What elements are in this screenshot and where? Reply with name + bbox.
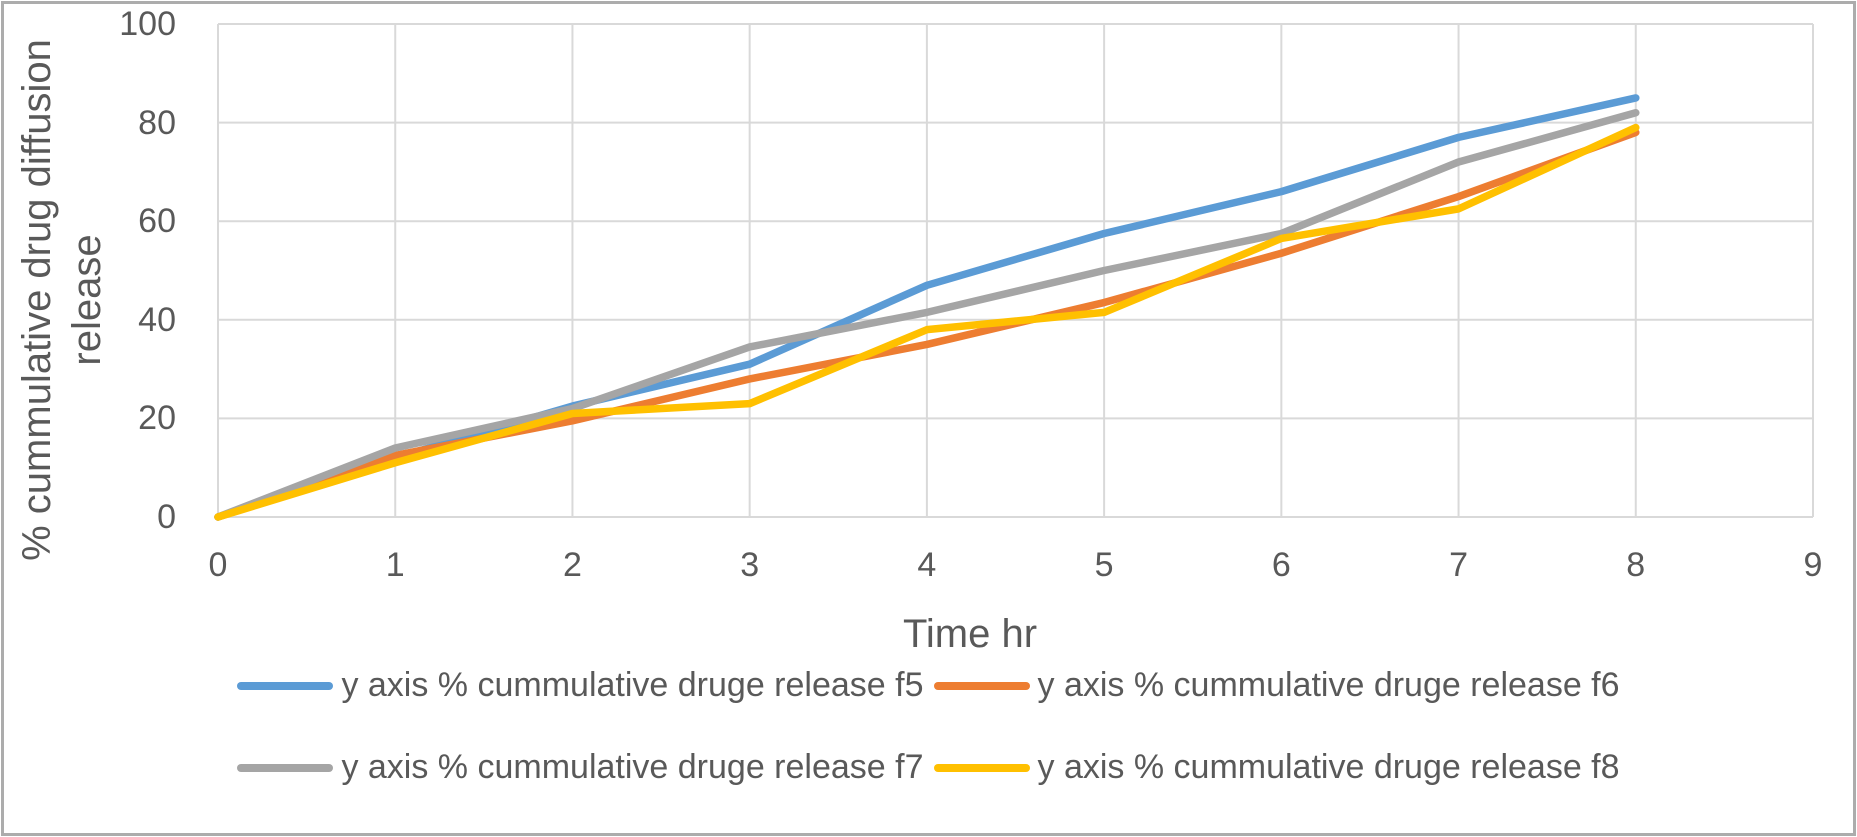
x-tick-label: 6 (1271, 546, 1291, 584)
legend-line-swatch-icon (933, 681, 1030, 690)
x-tick-label: 5 (1094, 546, 1114, 584)
legend-line-swatch-icon (933, 763, 1030, 772)
series-line-4 (214, 123, 1640, 521)
y-tick-label: 0 (157, 498, 176, 536)
x-tick-label: 3 (740, 546, 760, 584)
y-axis-title-line-2: release (65, 234, 109, 366)
y-tick-label: 80 (138, 103, 176, 142)
x-tick-label: 2 (562, 546, 582, 584)
legend-label: y axis % cummulative druge release f6 (1037, 666, 1620, 704)
legend-item-f7: y axis % cummulative druge release f7 (237, 748, 924, 787)
x-tick-label: 1 (385, 546, 405, 584)
x-tick-label: 9 (1803, 546, 1823, 584)
y-tick-label: 100 (119, 5, 176, 43)
legend-label: y axis % cummulative druge release f7 (341, 748, 924, 786)
y-axis-title-line-1: % cummulative drug diffusion (15, 39, 59, 561)
legend-item-f5: y axis % cummulative druge release f5 (237, 666, 924, 705)
legend-label: y axis % cummulative druge release f8 (1037, 748, 1620, 786)
x-tick-label: 0 (208, 546, 228, 584)
x-axis-title: Time hr (902, 612, 1038, 656)
legend-label: y axis % cummulative druge release f5 (341, 666, 924, 704)
y-tick-label: 40 (138, 300, 176, 339)
legend-row-2: y axis % cummulative druge release f7 y a… (0, 748, 1857, 787)
y-tick-label: 20 (138, 399, 176, 438)
y-tick-label: 60 (138, 202, 176, 241)
legend-item-f8: y axis % cummulative druge release f8 (933, 748, 1620, 787)
x-tick-label: 7 (1449, 546, 1469, 584)
series-line-3 (214, 108, 1640, 521)
legend-row-1: y axis % cummulative druge release f5 y a… (0, 666, 1857, 705)
x-tick-label: 8 (1626, 546, 1646, 584)
legend-line-swatch-icon (237, 763, 334, 772)
legend-line-swatch-icon (237, 681, 334, 690)
x-tick-label: 4 (917, 546, 937, 584)
legend-item-f6: y axis % cummulative druge release f6 (933, 666, 1620, 705)
